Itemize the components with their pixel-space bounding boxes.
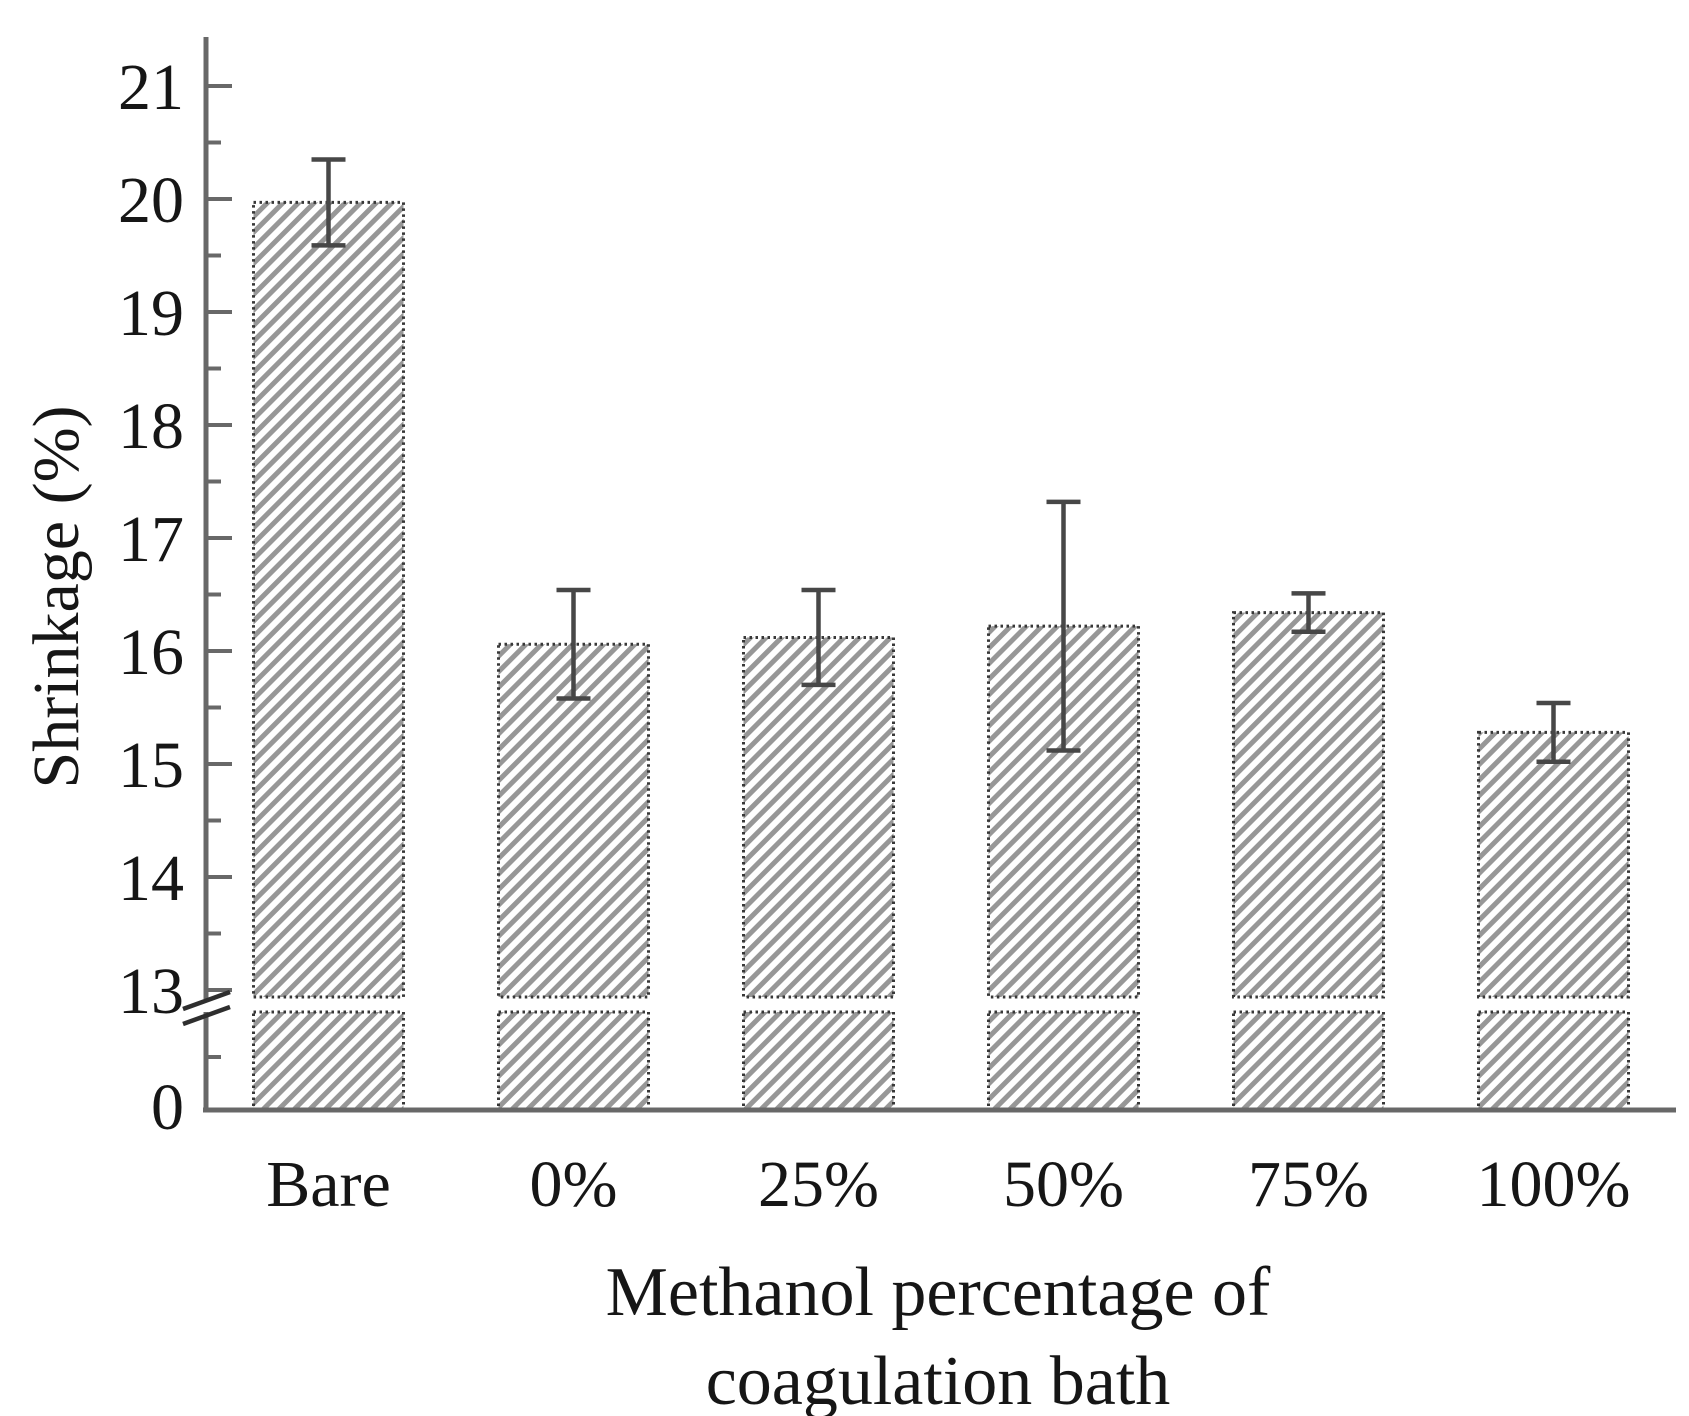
- x-axis-title-line1: Methanol percentage of: [606, 1254, 1271, 1331]
- y-tick-label-15: 15: [118, 729, 184, 802]
- axes-layer: [182, 37, 1676, 1113]
- bar-upper-0%: [497, 642, 650, 999]
- axis-break-mark: [182, 1004, 231, 1027]
- y-tick-label-17: 17: [118, 503, 184, 576]
- error-bar-Bare: [311, 157, 346, 248]
- category-label-50%: 50%: [1003, 1148, 1124, 1221]
- bar-lower-0%: [497, 1010, 650, 1112]
- y-tick-label-18: 18: [118, 390, 184, 463]
- x-axis-title-line2: coagulation bath: [706, 1343, 1171, 1416]
- error-bars-layer: [311, 157, 1571, 764]
- y-tick-label-0: 0: [151, 1071, 184, 1144]
- bar-lower-75%: [1232, 1010, 1385, 1112]
- error-bar-100%: [1536, 700, 1571, 764]
- y-tick-label-14: 14: [118, 842, 184, 915]
- bar-upper-25%: [742, 635, 895, 999]
- category-label-Bare: Bare: [266, 1148, 391, 1221]
- error-bar-0%: [556, 587, 591, 701]
- y-tick-label-19: 19: [118, 277, 184, 350]
- category-label-75%: 75%: [1248, 1148, 1369, 1221]
- y-axis-title: Shrinkage (%): [20, 405, 93, 788]
- y-tick-label-21: 21: [118, 51, 184, 124]
- bar-lower-Bare: [252, 1010, 405, 1112]
- category-label-25%: 25%: [758, 1148, 879, 1221]
- y-tick-label-16: 16: [118, 616, 184, 689]
- bar-upper-75%: [1232, 611, 1385, 999]
- bar-lower-50%: [987, 1010, 1140, 1112]
- category-label-0%: 0%: [530, 1148, 618, 1221]
- category-label-100%: 100%: [1477, 1148, 1631, 1221]
- error-bar-75%: [1291, 591, 1326, 635]
- error-bar-25%: [801, 587, 836, 688]
- bar-lower-25%: [742, 1010, 895, 1112]
- axis-break-mark: [182, 989, 231, 1012]
- bar-upper-100%: [1477, 730, 1630, 999]
- y-tick-label-20: 20: [118, 164, 184, 237]
- error-bar-50%: [1046, 499, 1081, 753]
- tick-labels-layer: Bare 0% 25% 50% 75% 100% 13 14 15 16 17 18 19 20 21 0: [118, 51, 1630, 1221]
- y-tick-label-13: 13: [118, 955, 184, 1028]
- bar-lower-100%: [1477, 1010, 1630, 1112]
- bar-upper-Bare: [252, 200, 405, 999]
